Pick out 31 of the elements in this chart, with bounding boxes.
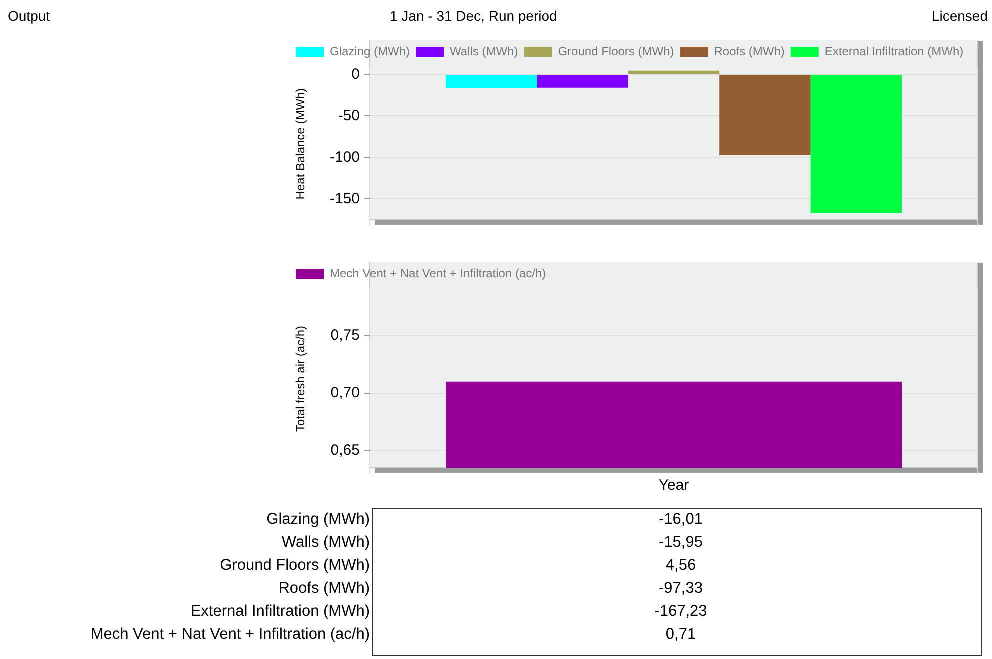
text: 1 Jan - 31 Dec, Run period (390, 8, 558, 24)
legend-label: External Infiltration (MWh) (824, 44, 964, 58)
legend-label: Roofs (MWh) (714, 44, 785, 58)
text: Licensed (932, 8, 988, 24)
legend-label: Walls (MWh) (450, 44, 518, 58)
text: Mech Vent + Nat Vent + Infiltration (ac/h) (90, 626, 370, 644)
text: -16,01 (658, 510, 704, 528)
text: -167,23 (654, 602, 708, 620)
text: Output (8, 8, 50, 24)
text: External Infiltration (MWh) (190, 602, 370, 620)
text: 4,56 (664, 556, 698, 574)
y-tick-label: 0,70 (330, 384, 360, 402)
y-axis-title: Heat Balance (MWh) (294, 88, 308, 200)
text: Walls (MWh) (280, 534, 370, 552)
legend-label: Mech Vent + Nat Vent + Infiltration (ac/h) (330, 266, 546, 280)
text: Ground Floors (MWh) (219, 556, 370, 574)
text: Glazing (MWh) (266, 510, 370, 528)
y-tick-label: 0,65 (330, 442, 360, 459)
text: Roofs (MWh) (278, 580, 370, 598)
y-tick-label: -50 (338, 107, 360, 124)
y-axis-title: Total fresh air (ac/h) (294, 326, 308, 432)
text: -97,33 (658, 580, 704, 598)
y-tick-label: -150 (330, 190, 360, 208)
y-tick-label: 0,75 (330, 327, 360, 344)
text: 0,71 (664, 626, 698, 644)
y-tick-label: -100 (330, 148, 360, 166)
legend-label: Glazing (MWh) (330, 44, 410, 58)
x-tick-label: Year (658, 477, 690, 494)
text: -15,95 (658, 534, 704, 552)
legend-label: Ground Floors (MWh) (558, 44, 674, 58)
y-tick-label: 0 (352, 66, 360, 83)
